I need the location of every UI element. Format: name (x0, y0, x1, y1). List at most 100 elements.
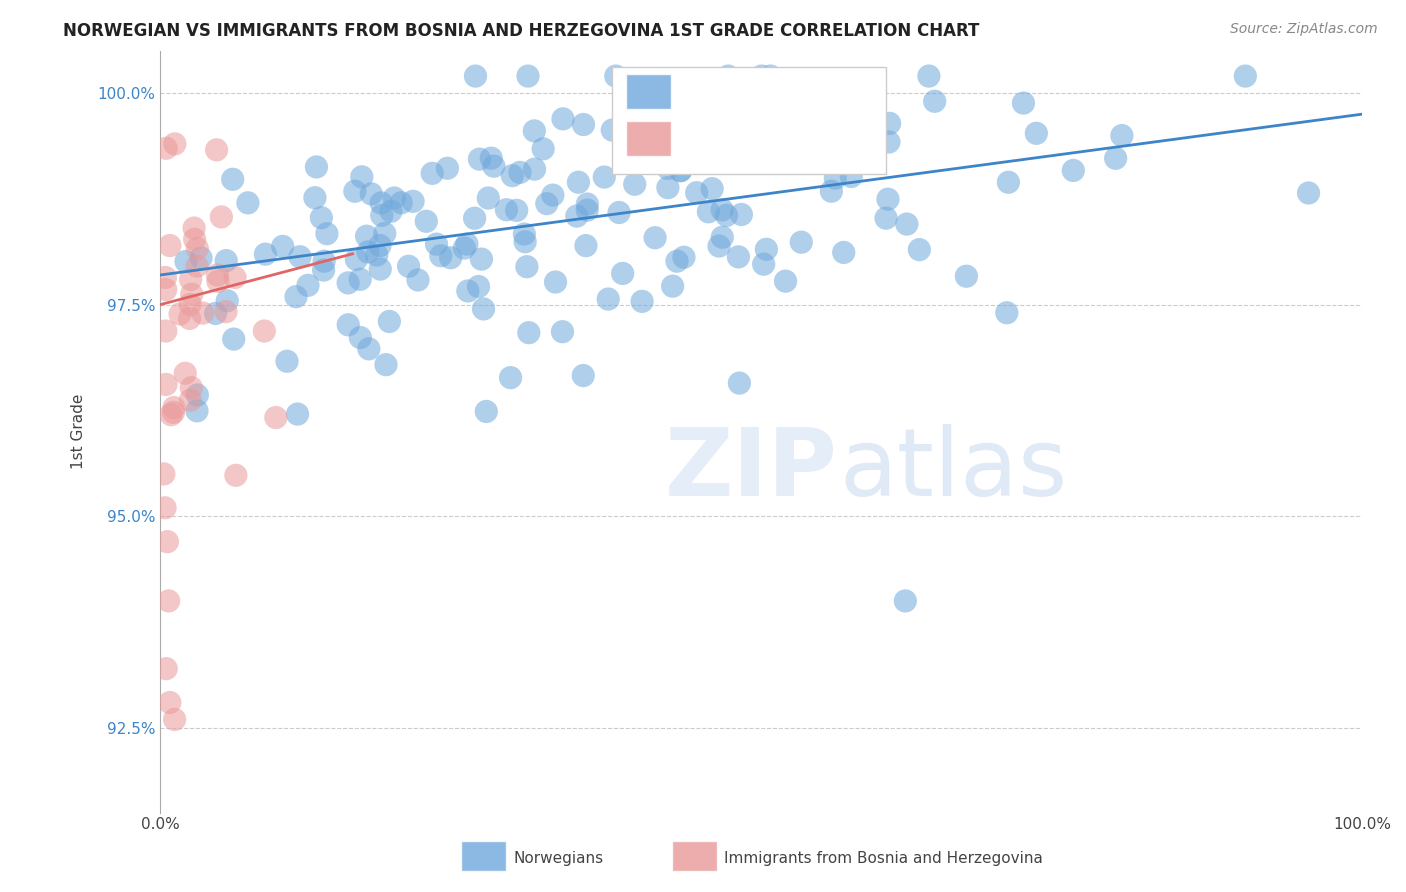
Point (360, 186, 382, 201)
Point (374, 227, 396, 241)
Point (482, 159, 505, 173)
Point (516, 260, 538, 274)
Point (155, 270, 177, 285)
Point (378, 314, 401, 328)
Point (457, 284, 479, 298)
Point (1025, 126, 1047, 140)
Point (1234, 69, 1257, 83)
Point (572, 118, 595, 132)
Point (271, 239, 294, 253)
Point (389, 195, 412, 210)
Point (513, 227, 536, 241)
Point (217, 293, 239, 308)
Point (607, 205, 630, 219)
Point (605, 69, 627, 83)
Point (186, 242, 208, 256)
Point (531, 142, 554, 156)
Point (1062, 163, 1084, 178)
Point (205, 143, 228, 157)
Point (179, 311, 201, 326)
Point (337, 318, 360, 332)
Point (153, 467, 176, 481)
Point (179, 297, 201, 311)
Point (174, 366, 197, 380)
Point (204, 306, 226, 320)
Point (495, 202, 517, 217)
Point (366, 248, 388, 262)
Point (357, 342, 380, 356)
Point (186, 404, 208, 418)
Point (567, 175, 589, 189)
Point (759, 69, 782, 83)
Point (598, 292, 620, 306)
Point (727, 250, 749, 264)
Point (371, 208, 394, 222)
Point (505, 203, 527, 218)
Point (775, 274, 797, 288)
Text: ZIP: ZIP (665, 424, 838, 516)
Point (285, 290, 308, 304)
Point (297, 278, 319, 293)
Point (190, 251, 212, 265)
Point (807, 114, 830, 128)
Point (174, 254, 197, 268)
Point (523, 124, 546, 138)
Point (997, 175, 1019, 189)
Point (191, 306, 214, 320)
Point (686, 186, 709, 200)
Point (436, 161, 458, 176)
Point (316, 227, 339, 241)
Point (472, 301, 495, 316)
Point (349, 272, 371, 286)
Point (924, 95, 946, 109)
Point (600, 123, 623, 137)
Point (711, 202, 734, 217)
Point (350, 169, 373, 184)
Point (644, 231, 666, 245)
Point (672, 110, 695, 124)
Point (730, 207, 752, 221)
Point (343, 184, 366, 198)
Point (163, 136, 186, 151)
Point (186, 388, 208, 402)
Point (699, 143, 721, 157)
Point (523, 162, 546, 177)
Point (222, 172, 245, 186)
Point (312, 263, 335, 277)
Point (160, 408, 183, 422)
Point (499, 370, 522, 384)
Point (356, 229, 378, 244)
Point (475, 404, 498, 418)
Point (894, 594, 917, 608)
Point (207, 274, 229, 288)
Point (551, 112, 574, 126)
Point (224, 270, 246, 285)
Point (440, 251, 463, 265)
Point (156, 534, 179, 549)
Point (162, 405, 184, 419)
Point (623, 178, 645, 192)
Point (337, 276, 360, 290)
Point (877, 192, 900, 206)
Point (728, 376, 751, 390)
Point (477, 191, 499, 205)
Point (236, 195, 259, 210)
Text: Norwegians: Norwegians (513, 851, 603, 865)
Point (180, 287, 202, 301)
Point (572, 368, 595, 383)
Point (456, 237, 478, 252)
Point (657, 161, 679, 176)
Point (169, 307, 191, 321)
Point (479, 151, 502, 165)
Text: Source: ZipAtlas.com: Source: ZipAtlas.com (1230, 22, 1378, 37)
Point (839, 169, 862, 184)
Point (536, 196, 558, 211)
Point (576, 197, 599, 211)
Point (657, 180, 679, 194)
Point (225, 468, 247, 483)
Point (669, 164, 692, 178)
Point (551, 325, 574, 339)
Point (509, 165, 531, 179)
Point (215, 253, 238, 268)
Point (406, 273, 429, 287)
